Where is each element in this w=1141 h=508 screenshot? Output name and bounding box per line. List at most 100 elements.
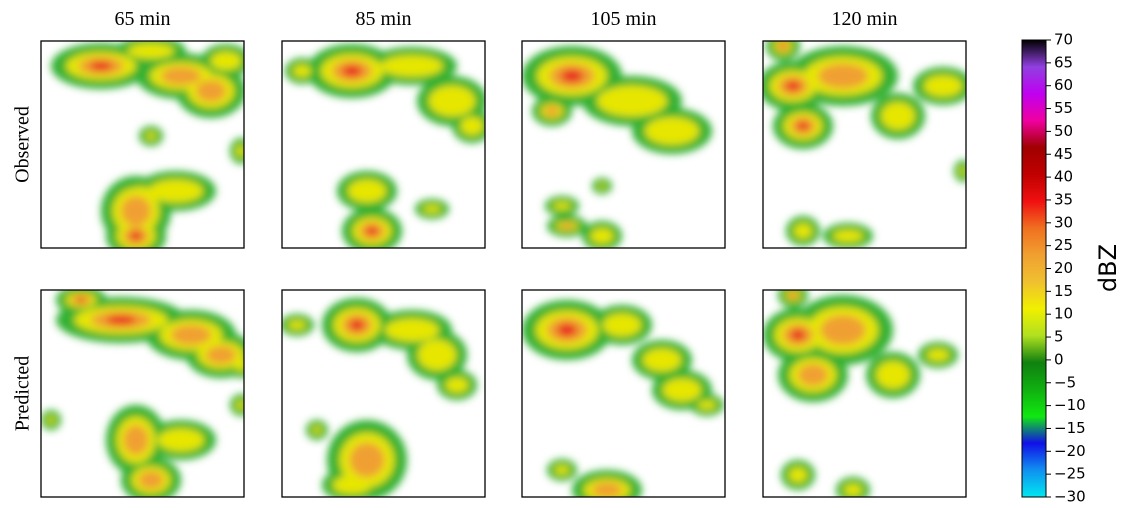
echo-region (292, 64, 312, 78)
echo-region (445, 377, 469, 393)
radar-blobs (285, 44, 485, 248)
echo-region (820, 315, 866, 345)
colorbar-tick-label: 60 (1054, 76, 1073, 94)
echo-region (127, 43, 175, 59)
colorbar-tick-label: 45 (1054, 145, 1073, 163)
radar-field (763, 290, 958, 497)
colorbar-tick-label: −25 (1054, 465, 1086, 483)
colorbar-tick-label: −15 (1054, 419, 1086, 437)
echo-region (554, 465, 570, 475)
echo-region (236, 144, 244, 158)
echo-region (89, 61, 113, 71)
echo-region (598, 183, 606, 189)
echo-region (875, 360, 911, 390)
colorbar (1021, 39, 1047, 498)
echo-region (642, 348, 682, 372)
row-label: Observed (12, 106, 34, 183)
echo-region (342, 65, 362, 77)
radar-blobs (522, 46, 712, 248)
echo-region (47, 416, 55, 424)
echo-region (106, 315, 136, 325)
echo-region (417, 339, 457, 371)
echo-region (365, 226, 379, 236)
echo-region (148, 179, 204, 203)
echo-region (602, 313, 642, 337)
echo-region (145, 132, 157, 140)
echo-region (793, 223, 813, 239)
radar-blobs (522, 300, 724, 497)
echo-region (428, 85, 476, 117)
panel-frame (40, 40, 245, 249)
echo-region (129, 231, 143, 241)
colorbar-tick-label: 25 (1054, 236, 1073, 254)
echo-region (210, 51, 242, 71)
panel-frame (762, 289, 967, 498)
echo-region (123, 425, 149, 455)
echo-region (287, 320, 307, 330)
radar-field (41, 290, 244, 497)
colorbar-label: dBZ (1094, 244, 1122, 292)
radar-field (763, 41, 966, 248)
colorbar-tick-label: 40 (1054, 168, 1073, 186)
echo-region (347, 179, 387, 203)
radar-blobs (51, 41, 244, 248)
echo-region (349, 442, 385, 478)
radar-field (285, 44, 485, 248)
echo-region (552, 202, 572, 210)
panel-frame (521, 40, 726, 249)
echo-region (76, 297, 86, 303)
echo-region (798, 364, 828, 386)
echo-region (790, 329, 806, 341)
echo-region (559, 223, 575, 229)
radar-field (282, 298, 477, 497)
echo-region (644, 116, 700, 146)
echo-region (832, 229, 864, 243)
echo-region (161, 67, 201, 85)
colorbar-tick-label: −10 (1054, 396, 1086, 414)
radar-blobs (282, 298, 477, 497)
echo-region (349, 319, 365, 331)
echo-region (796, 121, 810, 131)
column-title: 120 min (831, 8, 897, 30)
echo-region (697, 400, 717, 410)
colorbar-tick-label: 35 (1054, 190, 1073, 208)
echo-region (818, 63, 868, 89)
colorbar-tick-label: 15 (1054, 282, 1073, 300)
echo-region (422, 205, 442, 213)
echo-region (332, 475, 372, 495)
colorbar-tick-label: 20 (1054, 259, 1073, 277)
colorbar-tick-label: 70 (1054, 31, 1073, 49)
colorbar-tick-label: −30 (1054, 488, 1086, 506)
column-title: 65 min (114, 8, 170, 30)
echo-region (959, 166, 966, 176)
colorbar-tick-label: 30 (1054, 213, 1073, 231)
colorbar-tick-label: 10 (1054, 305, 1073, 323)
echo-region (380, 55, 444, 77)
echo-region (790, 293, 796, 297)
echo-region (171, 325, 211, 345)
echo-region (592, 482, 622, 497)
radar-blobs (41, 290, 244, 497)
echo-region (544, 106, 560, 116)
panel-frame (521, 289, 726, 498)
echo-region (312, 426, 322, 434)
echo-region (138, 471, 164, 489)
colorbar-tick-label: −5 (1054, 373, 1076, 391)
echo-region (384, 318, 440, 342)
colorbar-tick-label: −20 (1054, 442, 1086, 460)
echo-region (788, 467, 808, 483)
echo-region (234, 358, 244, 372)
panel-frame (281, 289, 486, 498)
echo-region (596, 85, 668, 117)
echo-region (206, 346, 236, 364)
colorbar-tick-label: 5 (1054, 328, 1064, 346)
radar-field (51, 41, 244, 248)
radar-field (522, 300, 724, 497)
echo-region (236, 400, 244, 410)
radar-blobs (763, 41, 966, 248)
echo-region (196, 80, 226, 102)
echo-region (880, 101, 916, 131)
panel-frame (762, 40, 967, 249)
echo-region (923, 75, 963, 97)
